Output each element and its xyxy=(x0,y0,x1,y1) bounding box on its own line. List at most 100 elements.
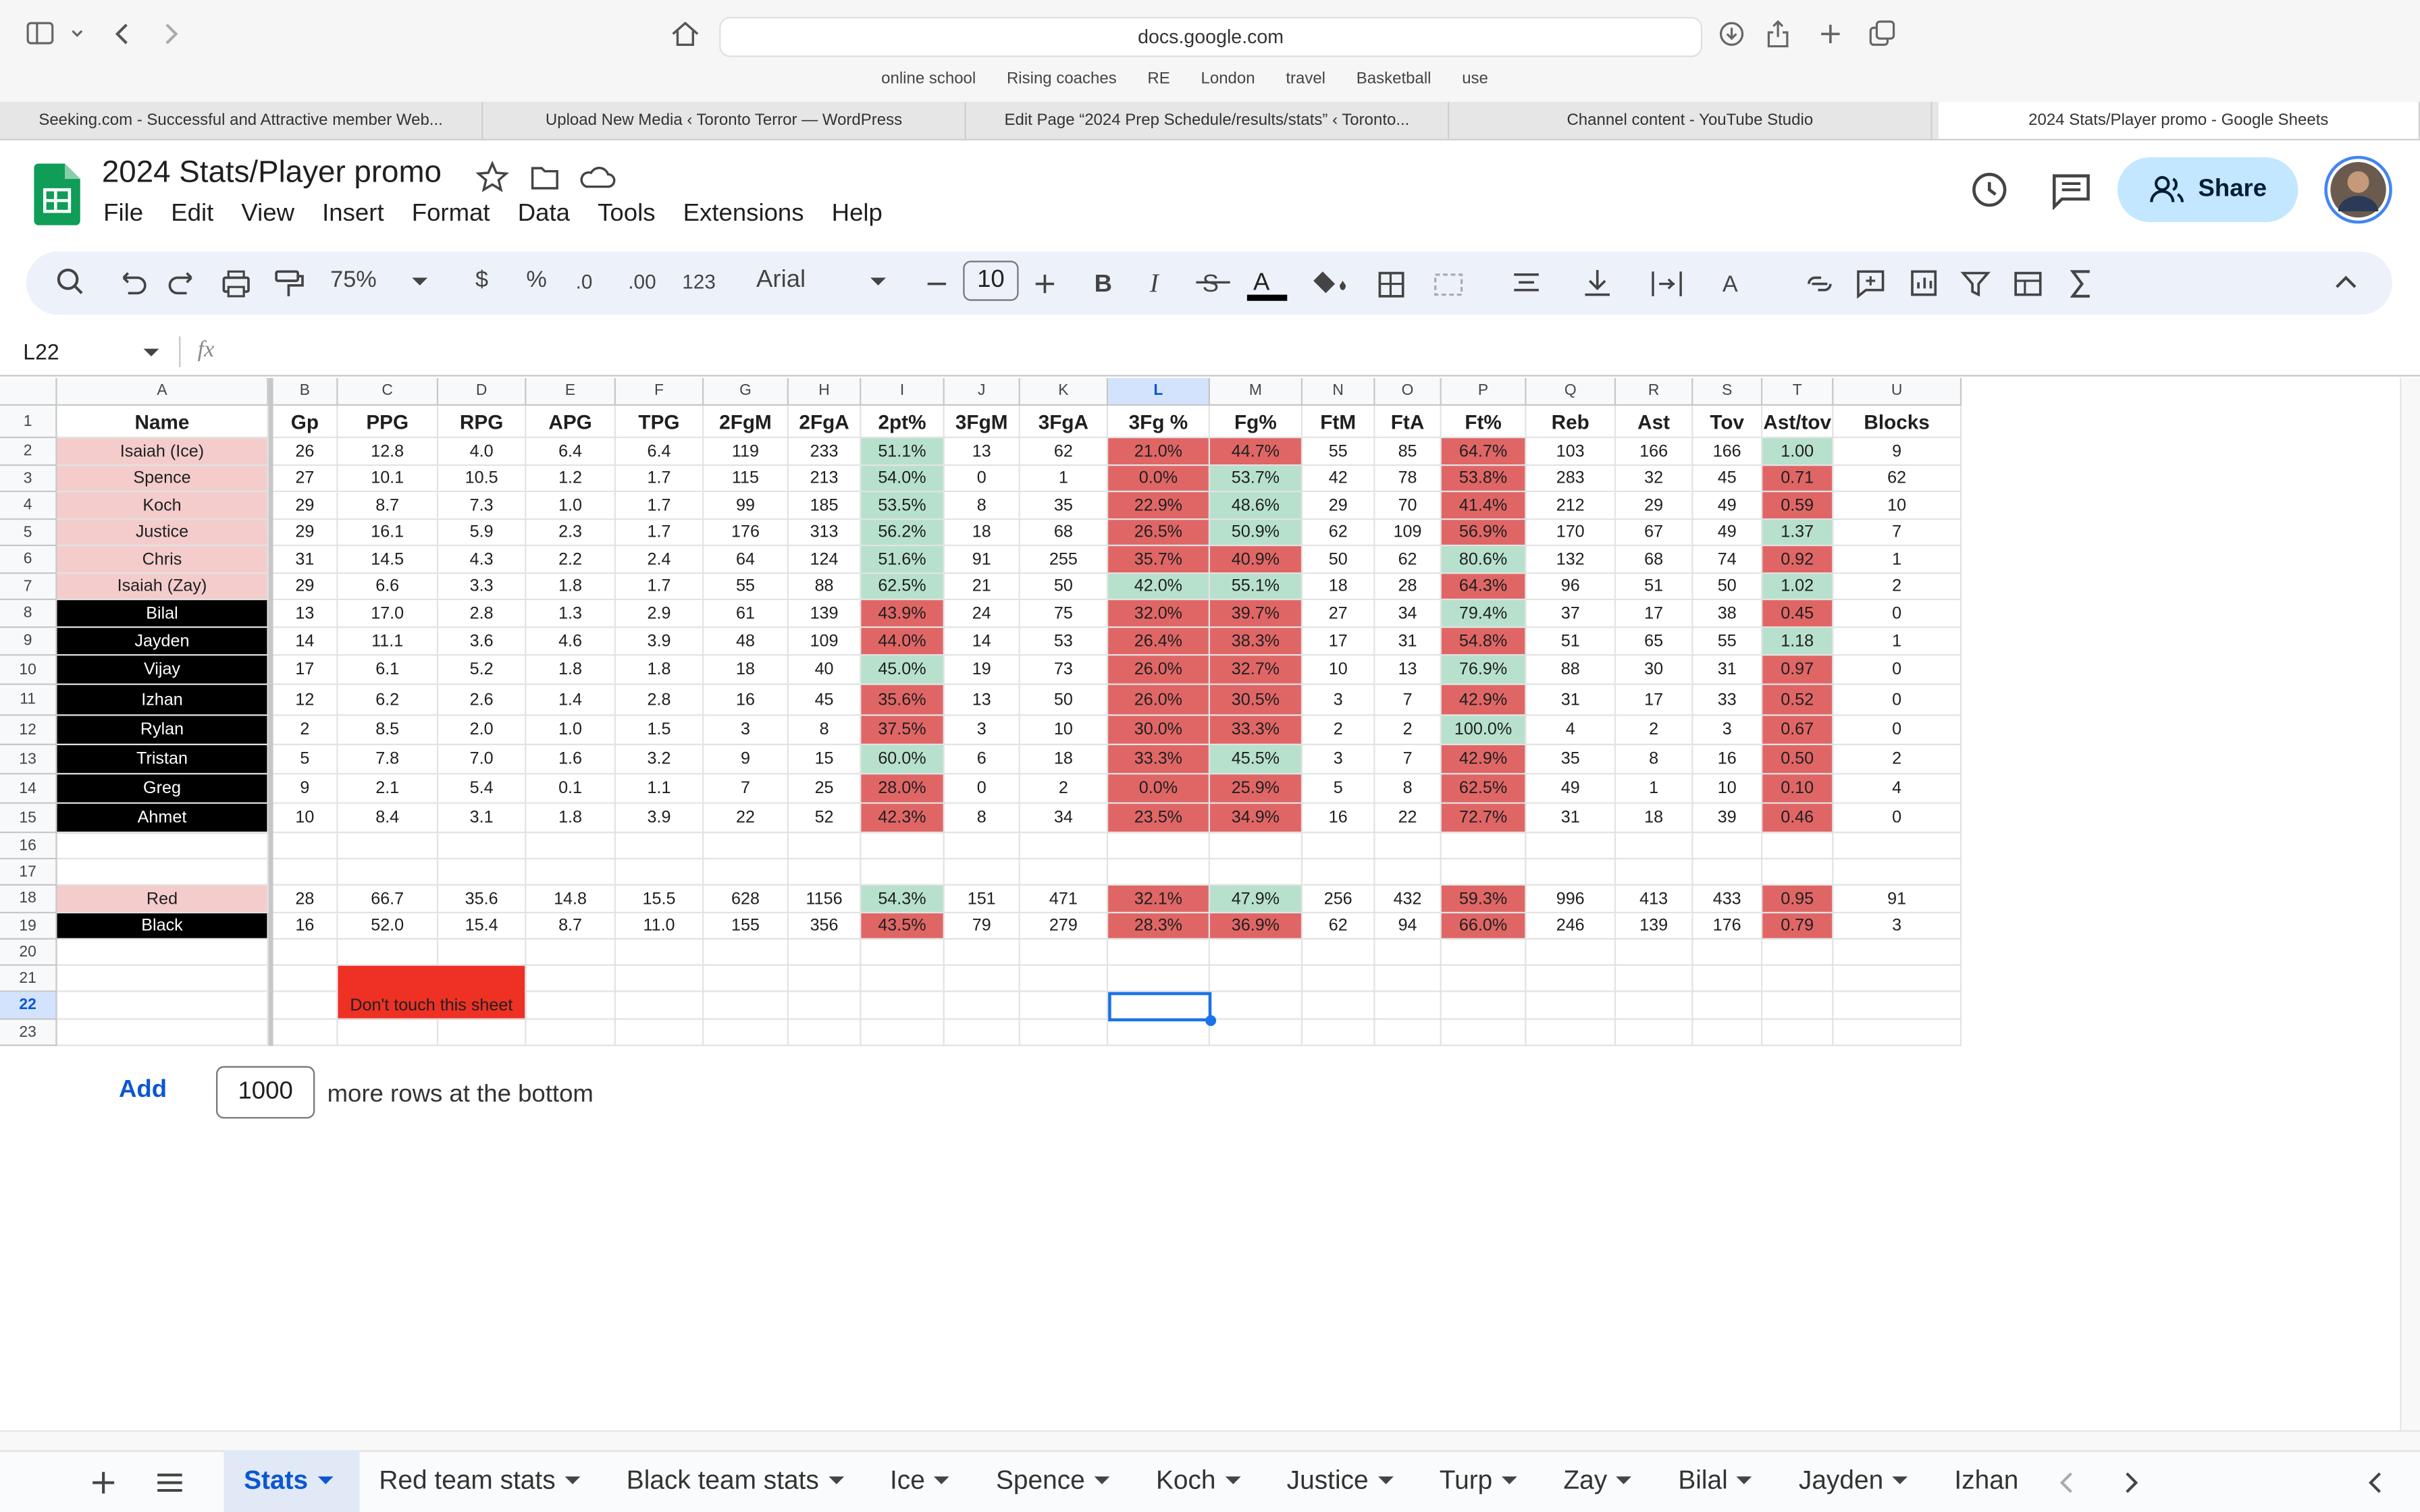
column-header[interactable]: P xyxy=(1441,377,1527,406)
header-cell[interactable]: 3Fg % xyxy=(1108,406,1210,439)
stat-cell[interactable]: 59.3% xyxy=(1441,885,1527,914)
stat-cell[interactable]: 34 xyxy=(1020,803,1109,834)
avatar[interactable] xyxy=(2324,155,2392,224)
empty-cell[interactable] xyxy=(1020,833,1109,860)
stat-cell[interactable]: 16.1 xyxy=(338,520,439,547)
home-icon[interactable] xyxy=(670,18,701,49)
column-header[interactable]: J xyxy=(944,377,1020,406)
empty-cell[interactable] xyxy=(788,965,862,992)
sheet-tab[interactable]: Izhan xyxy=(1935,1451,2027,1512)
stat-cell[interactable]: 16 xyxy=(1693,745,1763,775)
name-cell[interactable]: Rylan xyxy=(57,716,269,745)
stat-cell[interactable]: 53 xyxy=(1020,628,1109,656)
stat-cell[interactable]: 4 xyxy=(1526,716,1616,745)
column-header[interactable]: T xyxy=(1762,377,1834,406)
add-rows-count[interactable]: 1000 xyxy=(215,1066,315,1119)
stat-cell[interactable]: 0.95 xyxy=(1762,885,1834,914)
stat-cell[interactable]: 2.3 xyxy=(526,520,616,547)
stat-cell[interactable]: 0.45 xyxy=(1762,600,1834,628)
stat-cell[interactable]: 1.7 xyxy=(615,492,704,520)
stat-cell[interactable]: 109 xyxy=(788,628,862,656)
stat-cell[interactable]: 74 xyxy=(1693,546,1763,574)
stat-cell[interactable]: 11.1 xyxy=(338,628,439,656)
stat-cell[interactable]: 0.79 xyxy=(1762,913,1834,940)
stat-cell[interactable]: 40.9% xyxy=(1209,546,1303,574)
stat-cell[interactable]: 2 xyxy=(1020,774,1109,804)
empty-cell[interactable] xyxy=(273,939,338,966)
stat-cell[interactable]: 2 xyxy=(1303,716,1375,745)
stat-cell[interactable]: 1.0 xyxy=(526,492,616,520)
stat-cell[interactable]: 3.3 xyxy=(438,574,527,601)
stat-cell[interactable]: 45.0% xyxy=(861,655,945,685)
name-cell[interactable]: Ahmet xyxy=(57,803,269,834)
stat-cell[interactable]: 17 xyxy=(273,655,338,685)
stat-cell[interactable]: 212 xyxy=(1526,492,1616,520)
column-header[interactable]: C xyxy=(338,377,439,406)
stat-cell[interactable]: 28.3% xyxy=(1108,913,1210,940)
column-header[interactable]: E xyxy=(526,377,616,406)
empty-cell[interactable] xyxy=(1616,859,1693,886)
column-header[interactable]: M xyxy=(1209,377,1303,406)
stat-cell[interactable]: 5.4 xyxy=(438,774,527,804)
stat-cell[interactable]: 43.9% xyxy=(861,600,945,628)
add-rows-button[interactable]: Add xyxy=(118,1077,167,1104)
stat-cell[interactable]: 3.9 xyxy=(615,628,704,656)
empty-cell[interactable] xyxy=(861,992,945,1020)
menu-item[interactable]: File xyxy=(103,200,144,227)
stat-cell[interactable]: 16 xyxy=(1303,803,1375,834)
stat-cell[interactable]: 17 xyxy=(1616,684,1693,716)
stat-cell[interactable]: 26.4% xyxy=(1108,628,1210,656)
empty-cell[interactable] xyxy=(861,965,945,992)
empty-cell[interactable] xyxy=(1441,992,1527,1020)
stat-cell[interactable]: 62 xyxy=(1375,546,1442,574)
empty-cell[interactable] xyxy=(1762,965,1834,992)
stat-cell[interactable]: 62 xyxy=(1303,520,1375,547)
stat-cell[interactable]: 62 xyxy=(1020,438,1109,466)
row-header[interactable]: 5 xyxy=(0,520,57,547)
menu-item[interactable]: View xyxy=(241,200,294,227)
empty-cell[interactable] xyxy=(1526,939,1616,966)
column-header[interactable]: D xyxy=(438,377,527,406)
stat-cell[interactable]: 26.0% xyxy=(1108,655,1210,685)
empty-cell[interactable] xyxy=(1833,1019,1962,1046)
stat-cell[interactable]: 151 xyxy=(944,885,1020,914)
stat-cell[interactable]: 30 xyxy=(1616,655,1693,685)
stat-cell[interactable]: 356 xyxy=(788,913,862,940)
stat-cell[interactable]: 1.0 xyxy=(526,716,616,745)
stat-cell[interactable]: 1.8 xyxy=(526,655,616,685)
stat-cell[interactable]: 50 xyxy=(1693,574,1763,601)
empty-cell[interactable] xyxy=(1762,833,1834,860)
doc-title[interactable]: 2024 Stats/Player promo xyxy=(101,155,442,190)
stat-cell[interactable]: 66.7 xyxy=(338,885,439,914)
stat-cell[interactable]: 170 xyxy=(1526,520,1616,547)
row-header[interactable]: 7 xyxy=(0,574,57,601)
stat-cell[interactable]: 23.5% xyxy=(1108,803,1210,834)
stat-cell[interactable]: 13 xyxy=(944,684,1020,716)
stat-cell[interactable]: 19 xyxy=(944,655,1020,685)
stat-cell[interactable]: 29 xyxy=(273,520,338,547)
stat-cell[interactable]: 8 xyxy=(788,716,862,745)
menu-item[interactable]: Insert xyxy=(322,200,384,227)
sheet-tab[interactable]: Koch xyxy=(1136,1451,1267,1512)
name-cell[interactable]: Black xyxy=(57,913,269,940)
row-header[interactable]: 17 xyxy=(0,859,57,886)
header-cell[interactable]: 3FgA xyxy=(1020,406,1109,439)
empty-cell[interactable] xyxy=(1303,859,1375,886)
vertical-scrollbar[interactable] xyxy=(2400,377,2420,1430)
empty-cell[interactable] xyxy=(1833,939,1962,966)
header-cell[interactable]: Name xyxy=(57,406,269,439)
column-header[interactable]: K xyxy=(1020,377,1109,406)
empty-cell[interactable] xyxy=(1108,1019,1210,1046)
stat-cell[interactable]: 2.0 xyxy=(438,716,527,745)
name-cell[interactable]: Spence xyxy=(57,466,269,493)
browser-tab[interactable]: 2024 Stats/Player promo - Google Sheets xyxy=(1938,101,2420,139)
stat-cell[interactable]: 41.4% xyxy=(1441,492,1527,520)
stat-cell[interactable]: 0.46 xyxy=(1762,803,1834,834)
row-header[interactable]: 21 xyxy=(0,965,57,992)
stat-cell[interactable]: 1.3 xyxy=(526,600,616,628)
empty-cell[interactable] xyxy=(1616,1019,1693,1046)
stat-cell[interactable]: 26.5% xyxy=(1108,520,1210,547)
stat-cell[interactable]: 33.3% xyxy=(1209,716,1303,745)
empty-cell[interactable] xyxy=(1616,939,1693,966)
empty-cell[interactable] xyxy=(1526,859,1616,886)
